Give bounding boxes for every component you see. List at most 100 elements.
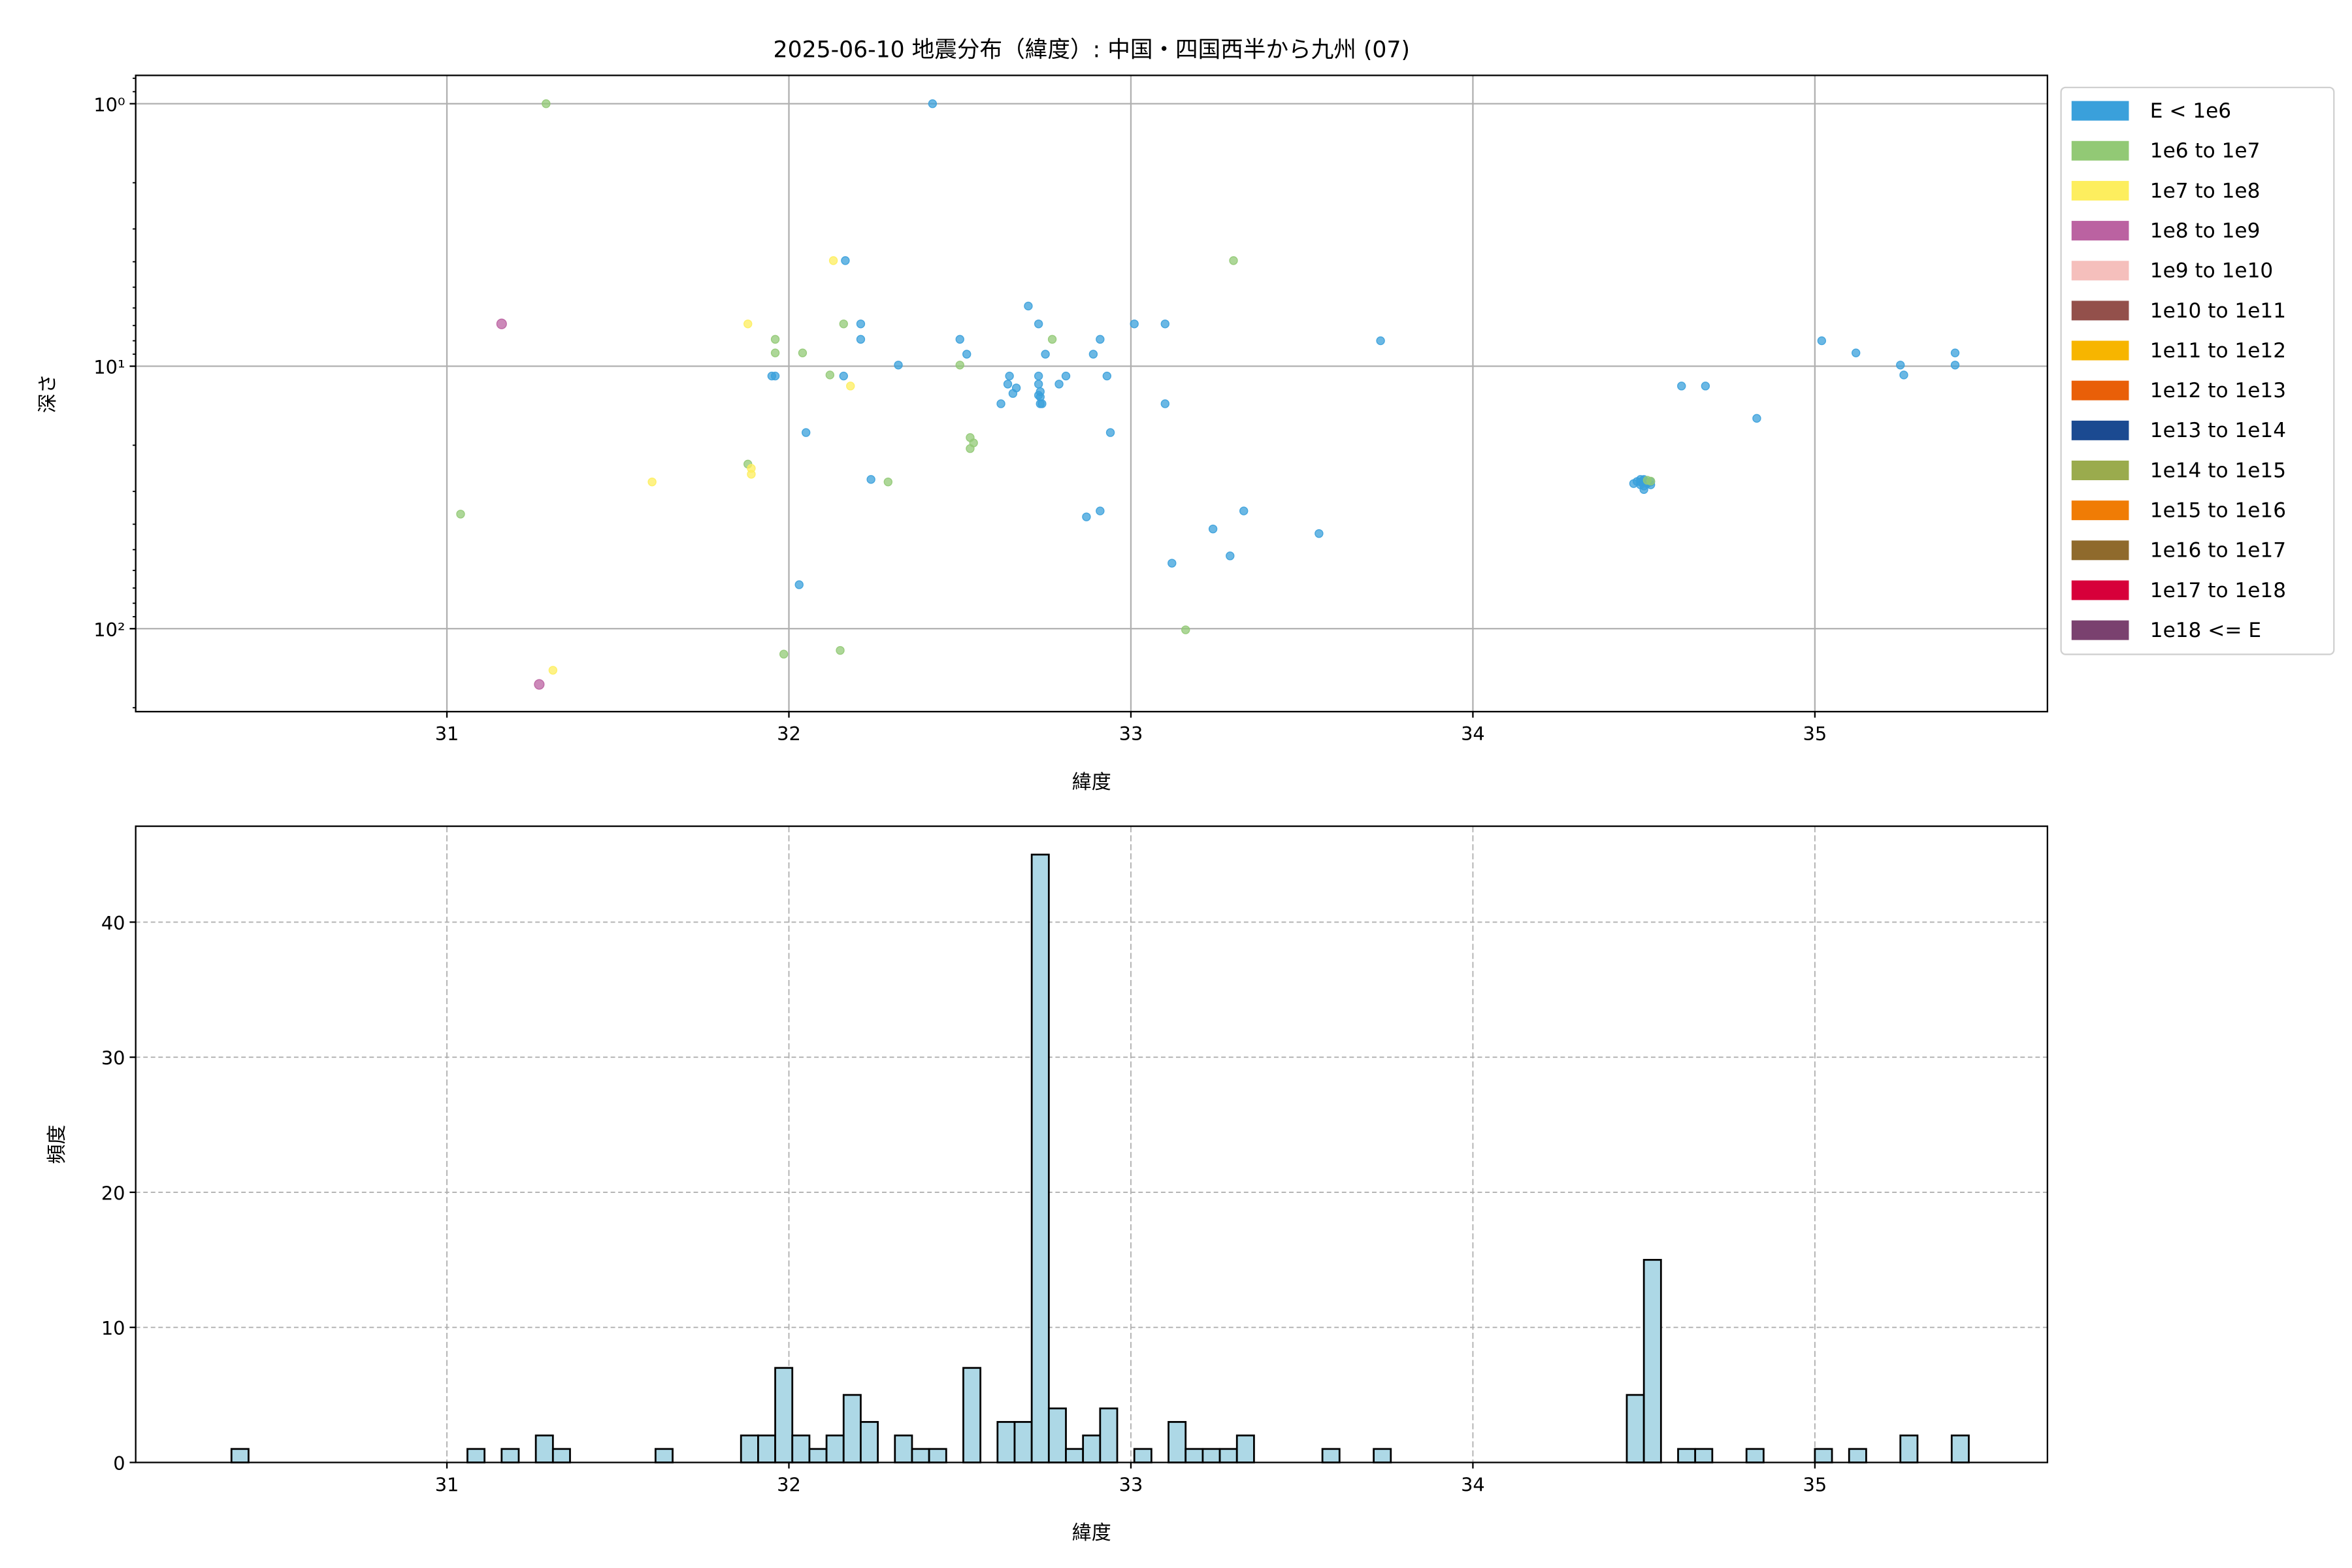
- data-point: [1037, 399, 1047, 408]
- legend-swatch: [2071, 140, 2129, 161]
- legend-label: 1e8 to 1e9: [2150, 219, 2261, 242]
- data-point: [1315, 529, 1324, 538]
- histogram-bar: [654, 1448, 674, 1463]
- histogram-bar: [500, 1448, 520, 1463]
- y-tick-label: 0: [113, 1452, 125, 1475]
- histogram-xlabel: 緯度: [1072, 1522, 1111, 1544]
- legend-swatch: [2071, 540, 2129, 561]
- data-point: [856, 335, 866, 344]
- legend-label: 1e11 to 1e12: [2150, 339, 2286, 363]
- y-tick-label: 40: [101, 912, 125, 934]
- legend-label: 1e14 to 1e15: [2150, 459, 2286, 482]
- histogram-bar: [791, 1434, 811, 1463]
- histogram-bar: [1082, 1434, 1102, 1463]
- data-point: [798, 348, 808, 357]
- histogram-bar: [1047, 1407, 1067, 1463]
- data-point: [1896, 361, 1905, 370]
- scatter-grid: [135, 75, 2048, 712]
- data-point: [1376, 336, 1385, 346]
- data-point: [770, 335, 780, 344]
- x-tick-label: 34: [1461, 723, 1485, 745]
- legend-label: E < 1e6: [2150, 99, 2231, 123]
- x-tick-label: 32: [777, 723, 801, 745]
- histogram-bar: [842, 1394, 862, 1463]
- data-point: [647, 477, 657, 487]
- data-point: [1852, 348, 1861, 357]
- data-point: [548, 666, 558, 675]
- data-point: [1034, 380, 1043, 389]
- histogram-bar: [996, 1421, 1016, 1463]
- histogram-axes-frame: [135, 825, 2048, 1463]
- data-point: [1817, 336, 1827, 346]
- legend-swatch: [2071, 261, 2129, 281]
- y-tick-label: 30: [101, 1047, 125, 1070]
- histogram-bar: [1814, 1448, 1833, 1463]
- data-point: [1034, 319, 1043, 329]
- histogram-bar: [928, 1448, 947, 1463]
- histogram-bar: [1201, 1448, 1221, 1463]
- legend-swatch: [2071, 340, 2129, 361]
- histogram-bar: [551, 1448, 571, 1463]
- data-point: [743, 319, 753, 329]
- data-point: [928, 99, 938, 108]
- data-point: [1160, 319, 1170, 329]
- y-tick-label: 20: [101, 1182, 125, 1204]
- legend-label: 1e16 to 1e17: [2150, 539, 2286, 563]
- scatter-xlabel: 緯度: [1072, 771, 1111, 794]
- legend-swatch: [2071, 101, 2129, 121]
- y-tick-label: 10: [101, 1317, 125, 1339]
- data-point: [866, 475, 875, 484]
- histogram-bar: [1184, 1448, 1204, 1463]
- y-tick-label: 10⁰: [93, 93, 125, 116]
- histogram-bar: [1030, 853, 1050, 1463]
- legend-swatch: [2071, 221, 2129, 241]
- histogram-bar: [534, 1434, 554, 1463]
- data-point: [1168, 559, 1177, 568]
- x-tick-label: 31: [435, 1473, 459, 1495]
- histogram-bar: [1373, 1448, 1392, 1463]
- data-point: [1229, 256, 1238, 265]
- data-point: [1160, 399, 1170, 408]
- data-point: [1096, 506, 1105, 515]
- histogram-bar: [911, 1448, 930, 1463]
- legend-frame: [2060, 86, 2335, 655]
- data-point: [534, 679, 545, 690]
- histogram-bar: [1235, 1434, 1255, 1463]
- data-point: [1226, 551, 1235, 561]
- data-point: [1950, 361, 1960, 370]
- y-tick-label: 10²: [93, 619, 125, 641]
- data-point: [894, 361, 903, 370]
- histogram-bar: [1848, 1448, 1867, 1463]
- data-point: [1950, 348, 1960, 357]
- data-point: [1082, 512, 1091, 521]
- histogram-bar: [1321, 1448, 1341, 1463]
- x-tick-label: 34: [1461, 1473, 1485, 1495]
- histogram-bar: [1625, 1394, 1645, 1463]
- legend-label: 1e6 to 1e7: [2150, 139, 2261, 163]
- legend: E < 1e6 1e6 to 1e7 1e7 to 1e8 1e8 to 1e9 1e9…: [2060, 86, 2335, 655]
- data-point: [1088, 350, 1098, 359]
- histogram-bar: [894, 1434, 913, 1463]
- data-point: [1105, 428, 1115, 437]
- histogram-grid: [135, 826, 2048, 1463]
- legend-label: 1e18 <= E: [2150, 619, 2261, 642]
- histogram-bar: [808, 1448, 828, 1463]
- histogram-bar: [1133, 1448, 1152, 1463]
- data-point: [839, 319, 848, 329]
- data-point: [828, 256, 838, 265]
- histogram-ticks: 31 32 33 34 35 0 10 20 30 40: [101, 912, 1827, 1495]
- data-point: [747, 470, 756, 479]
- histogram-bar: [1218, 1448, 1238, 1463]
- data-point: [1005, 371, 1014, 381]
- x-tick-label: 33: [1119, 1473, 1143, 1495]
- data-point: [883, 477, 893, 487]
- data-point: [841, 256, 850, 265]
- histogram-bar: [1677, 1448, 1697, 1463]
- histogram-bar: [774, 1367, 794, 1463]
- data-point: [1034, 391, 1043, 400]
- histogram-bar: [230, 1448, 250, 1463]
- histogram-bar: [1013, 1421, 1033, 1463]
- histogram-ylabel: 頻度: [46, 1125, 69, 1164]
- scatter-axes-frame: [135, 74, 2048, 713]
